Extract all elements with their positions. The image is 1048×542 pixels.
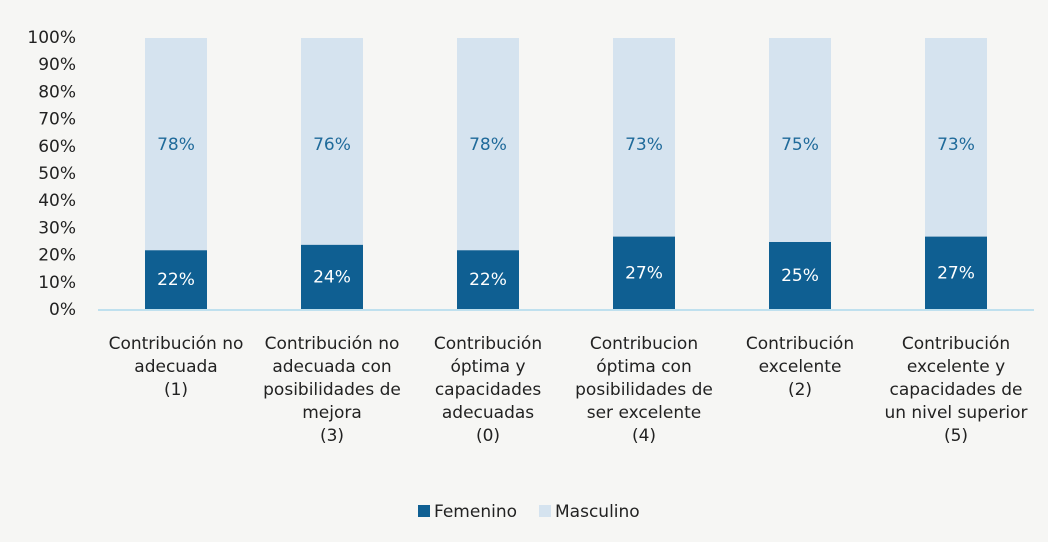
value-label: 78% — [157, 135, 195, 155]
bar-segment — [925, 38, 987, 237]
bar-segment — [613, 236, 675, 310]
y-tick-label: 10% — [38, 273, 76, 293]
y-tick-label: 40% — [38, 191, 76, 211]
x-tick-label: capacidades de — [889, 380, 1022, 400]
x-tick-label: Contribucion — [590, 334, 698, 354]
bar-segment — [769, 38, 831, 242]
y-tick-label: 30% — [38, 218, 76, 238]
bar-segment — [145, 250, 207, 310]
bar-segment — [925, 236, 987, 310]
legend-swatch — [539, 505, 551, 517]
x-tick-label: excelente y — [907, 357, 1005, 377]
x-tick-label: (2) — [788, 380, 812, 400]
x-tick-label: posibilidades de — [575, 380, 713, 400]
x-tick-label: adecuada — [134, 357, 217, 377]
value-label: 73% — [625, 135, 663, 155]
bar-segment — [301, 244, 363, 310]
x-tick-label: un nivel superior — [884, 403, 1027, 423]
y-tick-label: 80% — [38, 82, 76, 102]
x-tick-label: Contribución no — [265, 334, 400, 354]
value-label: 27% — [625, 263, 663, 283]
x-tick-label: Contribución — [746, 334, 854, 354]
x-tick-label: adecuada con — [272, 357, 391, 377]
x-tick-label: Contribución — [902, 334, 1010, 354]
value-label: 27% — [937, 263, 975, 283]
x-tick-label: capacidades — [435, 380, 542, 400]
x-tick-label: Contribución — [434, 334, 542, 354]
bar-segment — [301, 38, 363, 245]
value-label: 22% — [469, 270, 507, 290]
x-tick-label: mejora — [302, 403, 362, 423]
legend-swatch — [418, 505, 430, 517]
y-tick-label: 0% — [49, 300, 76, 320]
x-tick-label: (0) — [476, 426, 500, 446]
value-label: 76% — [313, 135, 351, 155]
y-tick-label: 100% — [27, 28, 76, 48]
y-tick-label: 50% — [38, 164, 76, 184]
value-label: 24% — [313, 267, 351, 287]
x-tick-label: (5) — [944, 426, 968, 446]
bar-segment — [457, 250, 519, 310]
value-label: 75% — [781, 135, 819, 155]
value-label: 78% — [469, 135, 507, 155]
x-tick-label: (4) — [632, 426, 656, 446]
x-tick-label: posibilidades de — [263, 380, 401, 400]
y-tick-label: 20% — [38, 246, 76, 266]
x-tick-label: óptima y — [450, 357, 525, 377]
x-tick-label: Contribución no — [109, 334, 244, 354]
y-tick-label: 90% — [38, 55, 76, 75]
bar-segment — [769, 242, 831, 310]
value-label: 73% — [937, 135, 975, 155]
x-tick-label: excelente — [759, 357, 842, 377]
x-tick-label: (1) — [164, 380, 188, 400]
bar-segment — [145, 38, 207, 251]
x-tick-label: adecuadas — [442, 403, 534, 423]
bar-segment — [613, 38, 675, 237]
x-tick-label: óptima con — [596, 357, 691, 377]
y-tick-label: 60% — [38, 137, 76, 157]
legend-label: Masculino — [555, 502, 640, 522]
x-tick-label: ser excelente — [587, 403, 702, 423]
legend-label: Femenino — [434, 502, 517, 522]
y-tick-label: 70% — [38, 110, 76, 130]
value-label: 22% — [157, 270, 195, 290]
x-tick-label: (3) — [320, 426, 344, 446]
bar-segment — [457, 38, 519, 251]
value-label: 25% — [781, 266, 819, 286]
